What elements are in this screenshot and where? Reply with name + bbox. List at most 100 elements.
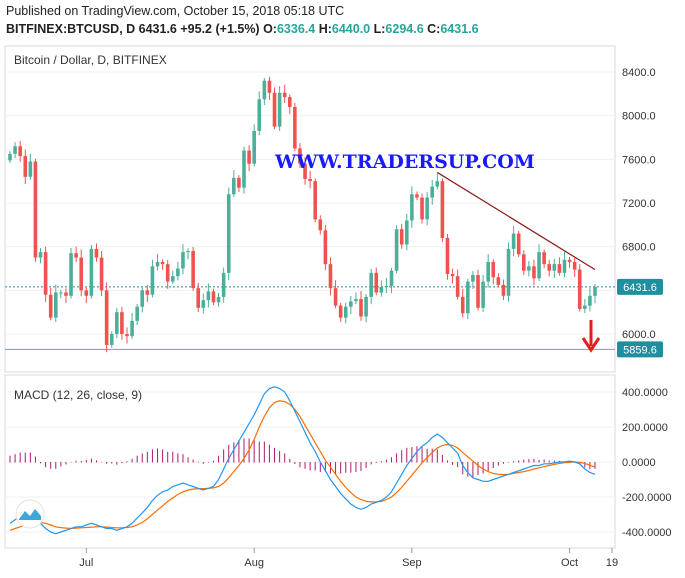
candle-body (221, 272, 226, 297)
candle-body (303, 163, 307, 179)
candle-body (481, 281, 485, 308)
candle-body (242, 150, 246, 188)
candle-body (425, 197, 429, 220)
macd-tick-label: 400.0000 (622, 387, 668, 399)
candle-body (364, 296, 368, 317)
candle-body (125, 334, 129, 337)
open-value: 6336.4 (276, 22, 316, 36)
signal-line (9, 400, 596, 531)
candle-body (430, 186, 435, 198)
candle-body (588, 295, 592, 306)
support-tag-text: 5859.6 (623, 344, 657, 356)
price-tick-label: 8000.0 (622, 111, 656, 123)
candle-body (145, 290, 150, 295)
candle-body (577, 269, 582, 309)
candle-body (23, 156, 28, 177)
candle-body (48, 294, 53, 318)
candle-body (18, 146, 22, 157)
price-tick-label: 7200.0 (622, 198, 656, 210)
candle-body (323, 230, 328, 265)
last-price-tag-text: 6431.6 (623, 282, 657, 294)
time-tick-label: Aug (244, 557, 264, 569)
symbol-label: BITFINEX:BTCUSD, D (6, 22, 136, 36)
candle-body (99, 257, 104, 291)
trend-line[interactable] (436, 171, 596, 271)
candle-body (201, 300, 206, 308)
candle-body (262, 80, 267, 100)
candle-body (389, 270, 394, 286)
candle-body (313, 181, 318, 220)
candle-body (8, 153, 12, 161)
candle-body (216, 296, 221, 303)
candle-body (69, 253, 73, 296)
candle-body (394, 229, 399, 271)
macd-tick-label: -400.0000 (622, 527, 672, 539)
candle-body (115, 312, 119, 334)
macd-tick-label: -200.0000 (622, 492, 672, 504)
candle-body (191, 251, 195, 289)
macd-histogram (9, 438, 596, 478)
candle-body (435, 181, 440, 187)
candle-body (476, 275, 480, 308)
candle-body (415, 194, 419, 198)
price-axis: 6000.06400.06800.07200.07600.08000.08400… (622, 67, 656, 341)
candle-body (186, 251, 190, 253)
macd-axis: 400.0000 200.0000 0.0000 -200.0000 -400.0000 (622, 387, 672, 539)
macd-tick-label: 0.0000 (622, 457, 656, 469)
candle-body (328, 264, 333, 289)
candle-body (420, 197, 424, 220)
candle-body (552, 264, 557, 271)
high-value: 6440.0 (331, 22, 371, 36)
price-pane-frame (4, 45, 616, 373)
candle-body (140, 290, 145, 307)
candle-body (252, 130, 256, 164)
candle-body (135, 306, 139, 321)
price-tick-label: 6800.0 (622, 242, 656, 254)
last-price: 6431.6 (138, 22, 177, 36)
candle-body (354, 299, 358, 302)
candle-body (410, 194, 414, 221)
candle-body (211, 291, 216, 303)
candle-body (399, 229, 404, 245)
time-tick-label: 19 (606, 557, 618, 569)
candle-body (226, 194, 231, 273)
candle-body (343, 306, 348, 318)
candle-body (247, 150, 251, 164)
ticker-line: BITFINEX:BTCUSD, D 6431.6 +95.2 (+1.5%) … (6, 22, 479, 36)
candle-body (542, 252, 546, 265)
candle-body (53, 292, 58, 318)
candle-body (450, 273, 455, 277)
candle-body (89, 248, 94, 296)
watermark-text: WWW.TRADERSUP.COM (274, 151, 535, 173)
candle-body (109, 334, 114, 345)
close-label: C: (427, 22, 441, 36)
candle-body (176, 268, 180, 277)
open-label: O: (263, 22, 277, 36)
candlestick-series (8, 76, 597, 353)
candle-body (237, 177, 241, 188)
candle-body (338, 305, 343, 318)
candle-body (74, 253, 78, 258)
published-line: Published on TradingView.com, October 15… (6, 4, 345, 18)
candle-body (181, 252, 185, 269)
candle-body (593, 286, 597, 296)
candle-body (272, 92, 277, 127)
candle-body (466, 281, 470, 314)
candle-body (170, 276, 175, 282)
candle-body (287, 97, 292, 107)
price-tick-label: 7600.0 (622, 154, 656, 166)
candle-body (511, 233, 516, 249)
candle-body (79, 257, 84, 291)
chart-header: Published on TradingView.com, October 15… (0, 0, 685, 40)
candle-body (130, 320, 134, 337)
chart-canvas[interactable]: 6000.06400.06800.07200.07600.08000.08400… (0, 40, 685, 578)
candle-body (349, 301, 353, 307)
candle-body (374, 272, 379, 293)
candle-body (471, 275, 475, 282)
candle-body (206, 291, 211, 301)
candle-body (120, 312, 124, 334)
candle-body (445, 237, 450, 274)
candle-body (293, 106, 297, 149)
candle-body (277, 92, 282, 127)
macd-tick-label: 200.0000 (622, 422, 668, 434)
